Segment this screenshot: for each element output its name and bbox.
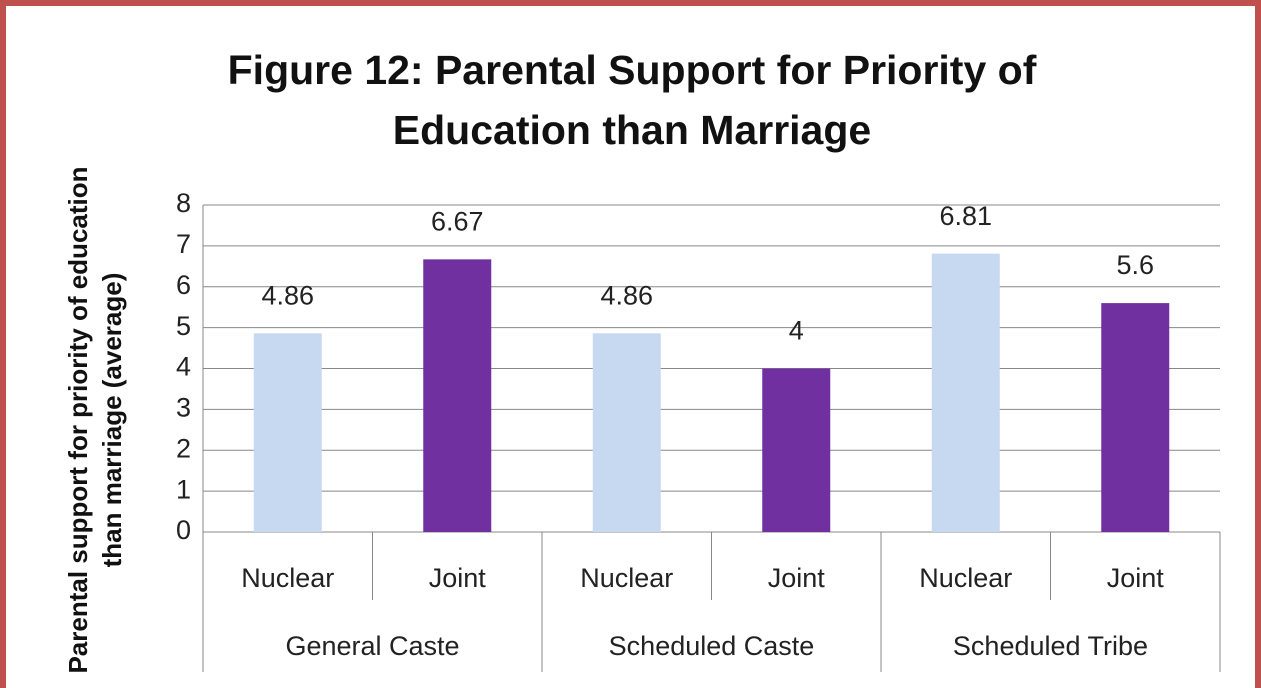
y-tick-label: 1: [176, 474, 191, 504]
x-tick-label: Nuclear: [919, 563, 1012, 593]
bar: [253, 333, 322, 532]
value-label: 6.67: [431, 206, 484, 236]
group-label: General Caste: [285, 631, 459, 661]
x-tick-label: Nuclear: [241, 563, 334, 593]
bar: [762, 368, 831, 532]
bar: [931, 253, 1000, 533]
value-label: 6.81: [939, 201, 992, 231]
y-tick-label: 8: [176, 188, 191, 218]
chart-title: Figure 12: Parental Support for Priority…: [227, 47, 1037, 153]
y-tick-label: 6: [176, 270, 191, 300]
bar: [592, 333, 661, 532]
bar: [423, 259, 492, 532]
value-label: 4.86: [261, 280, 314, 310]
group-label: Scheduled Caste: [609, 631, 815, 661]
y-tick-label: 2: [176, 433, 191, 463]
x-tick-label: Joint: [429, 563, 487, 593]
y-tick-label: 4: [176, 352, 191, 382]
value-label: 4.86: [600, 280, 653, 310]
y-tick-label: 3: [176, 393, 191, 423]
x-tick-label: Joint: [768, 563, 826, 593]
y-tick-label: 0: [176, 515, 191, 545]
x-tick-label: Nuclear: [580, 563, 673, 593]
y-tick-label: 5: [176, 311, 191, 341]
bar: [1101, 303, 1170, 532]
value-label: 4: [789, 316, 804, 346]
value-label: 5.6: [1116, 250, 1154, 280]
x-tick-label: Joint: [1107, 563, 1165, 593]
y-tick-label: 7: [176, 229, 191, 259]
group-label: Scheduled Tribe: [953, 631, 1148, 661]
